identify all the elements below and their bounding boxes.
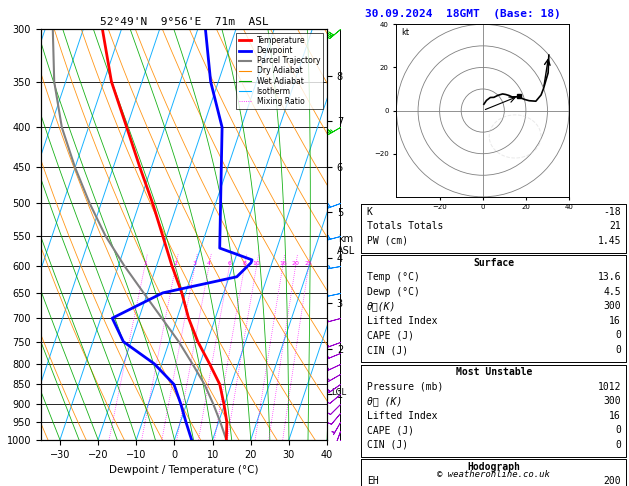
Text: Dewp (°C): Dewp (°C) — [367, 287, 420, 297]
Text: Lifted Index: Lifted Index — [367, 411, 437, 421]
Text: 0: 0 — [615, 345, 621, 355]
Text: 10: 10 — [253, 260, 260, 265]
Text: Hodograph: Hodograph — [467, 462, 520, 472]
Text: 21: 21 — [609, 221, 621, 231]
Text: 25: 25 — [305, 260, 313, 265]
Text: CIN (J): CIN (J) — [367, 440, 408, 450]
Text: PW (cm): PW (cm) — [367, 236, 408, 246]
Text: 1: 1 — [143, 260, 147, 265]
Text: 4.5: 4.5 — [603, 287, 621, 297]
Text: EH: EH — [367, 476, 379, 486]
Text: 8: 8 — [243, 260, 247, 265]
Text: 16: 16 — [609, 411, 621, 421]
Text: 0: 0 — [615, 440, 621, 450]
Text: Pressure (mb): Pressure (mb) — [367, 382, 443, 392]
Legend: Temperature, Dewpoint, Parcel Trajectory, Dry Adiabat, Wet Adiabat, Isotherm, Mi: Temperature, Dewpoint, Parcel Trajectory… — [236, 33, 323, 109]
Text: © weatheronline.co.uk: © weatheronline.co.uk — [437, 469, 550, 479]
Text: θᴇ(K): θᴇ(K) — [367, 301, 396, 312]
Text: 4: 4 — [207, 260, 211, 265]
Text: CAPE (J): CAPE (J) — [367, 425, 414, 435]
Text: 300: 300 — [603, 396, 621, 406]
Text: 300: 300 — [603, 301, 621, 312]
Text: 16: 16 — [279, 260, 287, 265]
Text: Lifted Index: Lifted Index — [367, 316, 437, 326]
Text: 1.45: 1.45 — [598, 236, 621, 246]
Text: Surface: Surface — [473, 258, 515, 268]
Text: 200: 200 — [603, 476, 621, 486]
Text: 30.09.2024  18GMT  (Base: 18): 30.09.2024 18GMT (Base: 18) — [365, 9, 560, 19]
Text: Most Unstable: Most Unstable — [455, 367, 532, 377]
Title: 52°49'N  9°56'E  71m  ASL: 52°49'N 9°56'E 71m ASL — [99, 17, 269, 27]
Text: 0: 0 — [615, 330, 621, 341]
Text: K: K — [367, 207, 372, 217]
Text: kt: kt — [401, 28, 409, 37]
Text: LCL: LCL — [331, 387, 347, 397]
Text: 16: 16 — [609, 316, 621, 326]
Text: CAPE (J): CAPE (J) — [367, 330, 414, 341]
Text: 13.6: 13.6 — [598, 272, 621, 282]
Y-axis label: km
ASL: km ASL — [337, 235, 355, 256]
Text: 1012: 1012 — [598, 382, 621, 392]
Text: 3: 3 — [193, 260, 197, 265]
Text: -18: -18 — [603, 207, 621, 217]
Text: Totals Totals: Totals Totals — [367, 221, 443, 231]
X-axis label: Dewpoint / Temperature (°C): Dewpoint / Temperature (°C) — [109, 465, 259, 475]
Text: 20: 20 — [292, 260, 299, 265]
Text: 2: 2 — [174, 260, 178, 265]
Y-axis label: hPa: hPa — [0, 225, 1, 244]
Text: 0: 0 — [615, 425, 621, 435]
Text: 6: 6 — [228, 260, 231, 265]
Text: CIN (J): CIN (J) — [367, 345, 408, 355]
Text: θᴇ (K): θᴇ (K) — [367, 396, 402, 406]
Text: Temp (°C): Temp (°C) — [367, 272, 420, 282]
